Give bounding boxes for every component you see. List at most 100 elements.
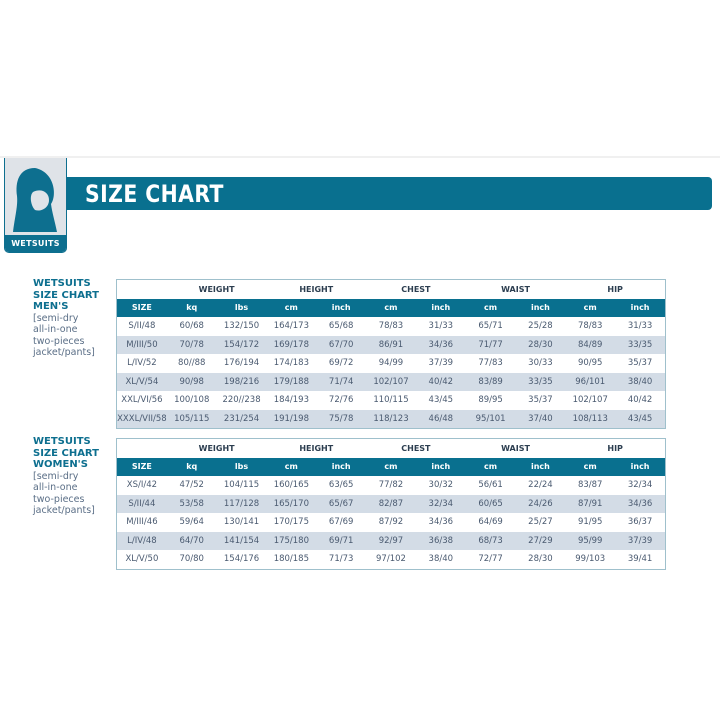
table-row: M/III/50 70/78 154/172 169/178 67/70 86/91 34/… — [117, 335, 665, 354]
group-header: CHEST — [366, 439, 466, 458]
table-cell: 65/67 — [316, 494, 367, 513]
table-cell: XL/V/50 — [125, 554, 159, 565]
table-cell: 160/165 — [273, 480, 309, 491]
table-cell: 78/83 — [378, 321, 404, 332]
table-cell: 87/91 — [565, 494, 616, 513]
column-header: cm — [465, 457, 516, 476]
table-cell: 91/95 — [577, 517, 603, 528]
table-cell: 43/45 — [428, 395, 454, 406]
table-row: XXXL/VII/58 105/115 231/254 191/198 75/78 118… — [117, 409, 665, 428]
table-row: S/II/48 60/68 132/150 164/173 65/68 78/83 31/3… — [117, 317, 665, 336]
group-header: WAIST — [465, 439, 566, 458]
hood-icon — [13, 168, 57, 232]
table-cell: 231/254 — [216, 409, 267, 428]
table-cell: 43/45 — [615, 409, 665, 428]
table-cell: 82/87 — [366, 494, 416, 513]
table-cell: 69/71 — [316, 531, 367, 550]
table-cell: 108/113 — [565, 409, 616, 428]
table-cell: 132/150 — [223, 321, 260, 332]
column-header: kq — [166, 457, 217, 476]
table-cell: 78/83 — [577, 321, 603, 332]
table-cell: 164/173 — [273, 321, 309, 332]
table-cell: 71/73 — [328, 554, 354, 565]
table-cell: 40/42 — [627, 395, 653, 406]
caption-line: [semi-dry — [33, 312, 79, 324]
table-row: S/II/44 53/58 117/128 165/170 65/67 82/87 32/3… — [117, 494, 665, 513]
table-cell: XL/V/54 — [117, 372, 167, 391]
table-cell: 60/68 — [179, 321, 204, 332]
table-cell: S/II/48 — [128, 321, 156, 332]
table-cell: 47/52 — [179, 480, 204, 491]
table-cell: XXXL/VII/58 — [117, 409, 167, 428]
group-header: HEIGHT — [266, 439, 367, 458]
table-cell: 90/98 — [166, 372, 217, 391]
table-cell: 67/70 — [316, 335, 367, 354]
column-header: SIZE — [117, 457, 167, 476]
table-cell: 32/34 — [627, 480, 653, 491]
table-cell: 35/37 — [528, 395, 553, 406]
table-cell: 38/40 — [615, 372, 665, 391]
table-cell: 95/99 — [565, 531, 616, 550]
table-cell: 32/34 — [415, 494, 466, 513]
group-header: HEIGHT — [266, 280, 367, 299]
table-cell: 71/74 — [316, 372, 367, 391]
table-cell: 89/95 — [478, 395, 503, 406]
table-cell: 220//238 — [222, 395, 261, 406]
page-title: SIZE CHART — [85, 180, 224, 208]
column-header: inch — [615, 457, 665, 476]
table-cell: 97/102 — [376, 554, 406, 565]
table-cell: L/IV/48 — [117, 531, 167, 550]
badge-label: WETSUITS — [5, 235, 66, 252]
table-cell: 96/101 — [565, 372, 616, 391]
women-size-table: WEIGHT HEIGHT CHEST WAIST HIP SIZE kq lbs cm inch… — [116, 438, 666, 570]
table-cell: 169/178 — [266, 335, 317, 354]
caption-line: WOMEN'S — [33, 459, 88, 470]
table-cell: 70/80 — [179, 554, 204, 565]
table-cell: 28/30 — [515, 335, 566, 354]
caption-line: all-in-one — [33, 482, 78, 493]
table-cell: 24/26 — [515, 494, 566, 513]
table-cell: 92/97 — [366, 531, 416, 550]
table-cell: 176/194 — [223, 358, 260, 369]
column-header: inch — [415, 298, 466, 317]
table-cell: 33/35 — [615, 335, 665, 354]
table-cell: 110/115 — [373, 395, 409, 406]
table-cell: M/III/46 — [126, 517, 158, 528]
caption-line: jacket/pants] — [33, 347, 95, 358]
table-cell: 64/69 — [478, 517, 503, 528]
group-header: WEIGHT — [166, 439, 267, 458]
men-size-table: WEIGHT HEIGHT CHEST WAIST HIP SIZE kq lbs cm inch… — [116, 279, 666, 429]
column-header: SIZE — [117, 298, 167, 317]
column-header: inch — [515, 298, 566, 317]
table-cell: 34/36 — [428, 517, 454, 528]
table-cell: 83/89 — [465, 372, 516, 391]
table-cell: 65/71 — [478, 321, 503, 332]
table-cell: 102/107 — [366, 372, 416, 391]
table-row: XXL/VI/56 100/108 220//238 184/193 72/76 110/… — [117, 391, 665, 410]
caption-line: MEN'S — [33, 301, 69, 312]
table-cell: 154/172 — [216, 335, 267, 354]
table-cell: 179/188 — [266, 372, 317, 391]
table-cell: 174/183 — [273, 358, 309, 369]
table-cell: 72/76 — [328, 395, 354, 406]
wetsuits-badge: WETSUITS — [4, 158, 67, 253]
caption-line: two-pieces — [33, 493, 85, 505]
table-cell: 95/101 — [465, 409, 516, 428]
column-header: cm — [565, 457, 616, 476]
table-cell: 34/36 — [615, 494, 665, 513]
table-cell: 56/61 — [478, 480, 503, 491]
column-header: lbs — [216, 457, 267, 476]
table-cell: 99/103 — [575, 554, 606, 565]
table-cell: 100/108 — [174, 395, 210, 406]
group-header: HIP — [565, 280, 665, 299]
table-cell: 191/198 — [266, 409, 317, 428]
table-cell: 60/65 — [465, 494, 516, 513]
women-caption: WETSUITS SIZE CHART WOMEN'S [semi-dry al… — [33, 436, 113, 517]
table-cell: 28/30 — [528, 554, 553, 565]
table-cell: 30/32 — [428, 480, 454, 491]
table-cell: 34/36 — [415, 335, 466, 354]
table-cell: 37/39 — [428, 358, 454, 369]
caption-line: two-pieces — [33, 335, 85, 347]
table-cell: 31/33 — [428, 321, 454, 332]
table-cell: 70/78 — [166, 335, 217, 354]
